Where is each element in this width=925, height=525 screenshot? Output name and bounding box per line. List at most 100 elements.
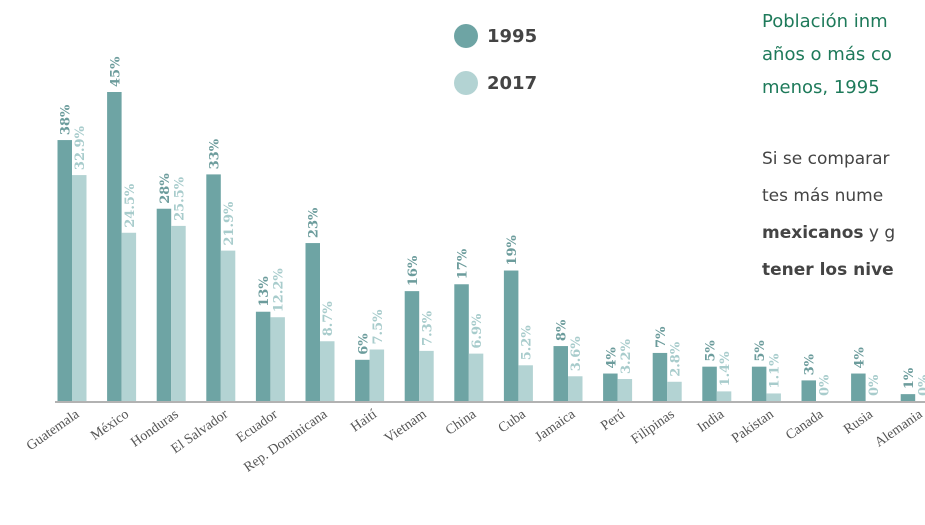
- bar: [206, 174, 221, 401]
- bar: [553, 346, 568, 401]
- value-label: 5%: [753, 340, 768, 362]
- bar: [900, 394, 916, 401]
- bar: [305, 243, 320, 401]
- bar: [270, 317, 285, 401]
- side-paragraph-line: Si se comparar: [762, 149, 890, 169]
- x-tick-label: India: [695, 407, 728, 436]
- legend-label: 1995: [487, 26, 537, 47]
- value-label: 25.5%: [172, 176, 187, 221]
- bar: [255, 311, 271, 401]
- value-label: 28%: [158, 173, 173, 204]
- bar: [156, 208, 172, 401]
- bar: [568, 376, 583, 401]
- side-title: años o más co: [762, 44, 892, 65]
- value-label: 5%: [704, 340, 719, 362]
- bar: [121, 232, 137, 401]
- x-tick-label: El Salvador: [169, 407, 232, 457]
- value-label: 12.2%: [272, 268, 287, 313]
- value-label: 21.9%: [222, 201, 237, 246]
- value-label: 4%: [604, 346, 619, 368]
- bar: [503, 270, 519, 401]
- value-label: 7.5%: [371, 309, 386, 345]
- bar: [454, 284, 469, 401]
- value-label: 6.9%: [470, 313, 485, 349]
- value-label: 13%: [257, 276, 272, 307]
- side-paragraph-line: tes más nume: [762, 186, 883, 206]
- x-tick-label: China: [443, 407, 480, 439]
- legend-label: 2017: [487, 73, 537, 94]
- bar: [518, 365, 533, 401]
- x-tick-label: Rusia: [841, 407, 876, 438]
- side-text-segment: y g: [864, 223, 896, 243]
- value-label: 33%: [208, 138, 223, 169]
- side-paragraph-line: tener los nive: [762, 260, 894, 280]
- x-tick-label: Haití: [348, 407, 380, 435]
- side-text-segment: Si se comparar: [762, 149, 890, 169]
- bar: [801, 380, 816, 401]
- x-tick-label: Canada: [783, 407, 827, 444]
- bar: [716, 391, 732, 401]
- bar: [603, 373, 618, 401]
- legend-swatch: [454, 71, 478, 95]
- value-label: 4%: [852, 346, 867, 368]
- value-label: 3.6%: [569, 336, 584, 372]
- x-tick-label: México: [88, 407, 132, 444]
- x-tick-label: Filipinas: [629, 407, 678, 447]
- value-label: 0%: [867, 374, 882, 396]
- value-label: 17%: [456, 248, 471, 279]
- side-text-segment: tener los nive: [762, 260, 894, 280]
- value-label: 0%: [916, 374, 925, 396]
- bar: [107, 92, 122, 401]
- bar: [171, 225, 186, 401]
- legend-swatch: [454, 24, 478, 48]
- bar: [667, 381, 682, 401]
- x-tick-label: Rep. Dominicana: [241, 407, 331, 476]
- bar: [72, 175, 87, 401]
- value-label: 6%: [356, 333, 371, 355]
- x-tick-label: Jamaica: [533, 407, 579, 446]
- value-label: 1%: [902, 367, 917, 389]
- value-label: 1.1%: [768, 353, 783, 389]
- bar: [468, 353, 484, 401]
- bar: [369, 349, 385, 401]
- value-label: 32.9%: [73, 125, 88, 170]
- bar: [766, 393, 781, 401]
- side-title: Población inm: [762, 11, 888, 32]
- x-tick-label: Cuba: [496, 407, 529, 437]
- value-label: 23%: [307, 207, 322, 238]
- bar: [702, 366, 717, 401]
- value-label: 24.5%: [123, 183, 138, 228]
- value-label: 3.2%: [619, 338, 634, 374]
- side-title: menos, 1995: [762, 77, 880, 98]
- value-label: 8.7%: [321, 301, 336, 337]
- x-tick-label: Alemania: [872, 407, 925, 451]
- bar: [617, 379, 633, 401]
- value-label: 7%: [654, 326, 669, 348]
- bar: [320, 341, 335, 401]
- bar: [652, 352, 668, 401]
- side-paragraph-line: mexicanos y g: [762, 223, 895, 243]
- value-label: 16%: [406, 255, 421, 286]
- bar: [57, 140, 72, 402]
- side-text-segment: tes más nume: [762, 186, 883, 206]
- value-label: 3%: [803, 353, 818, 375]
- x-tick-label: Pakistan: [729, 407, 776, 447]
- value-label: 2.8%: [668, 341, 683, 377]
- side-text-segment: mexicanos: [762, 223, 864, 243]
- x-tick-label: Perú: [598, 407, 628, 434]
- value-label: 45%: [108, 56, 123, 87]
- value-label: 1.4%: [718, 351, 733, 387]
- bar: [355, 359, 370, 401]
- value-label: 19%: [505, 234, 520, 265]
- bar: [751, 366, 767, 401]
- bar: [851, 373, 866, 401]
- value-label: 7.3%: [420, 310, 435, 346]
- value-label: 0%: [817, 374, 832, 396]
- bar: [220, 250, 236, 401]
- value-label: 8%: [555, 319, 570, 341]
- bar: [404, 291, 420, 401]
- value-label: 5.2%: [520, 325, 535, 361]
- x-tick-label: Guatemala: [24, 407, 83, 455]
- value-label: 38%: [59, 104, 74, 135]
